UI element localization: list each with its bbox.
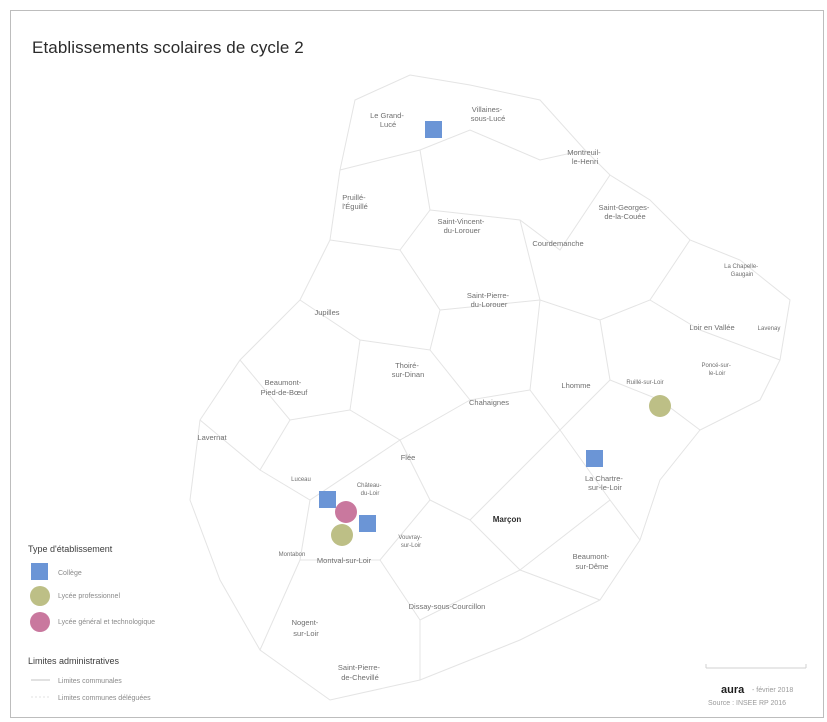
- commune-label-vouvray-sur-loir: Vouvray- sur-Loir: [398, 535, 423, 549]
- commune-label-flee: Flée: [401, 453, 416, 462]
- commune-labels: Le Grand- Lucé Villaines- sous-Lucé Mont…: [197, 105, 780, 682]
- commune-label-lavernat: Lavernat: [197, 433, 227, 442]
- legend-lycee-gt-label: Lycée général et technologique: [58, 619, 155, 626]
- commune-label-saint-pierre-de-cheville: Saint-Pierre- de-Chevillé: [338, 663, 382, 682]
- commune-label-le-grand-luce: Le Grand- Lucé: [370, 111, 406, 129]
- commune-label-courdemanche: Courdemanche: [532, 239, 583, 248]
- commune-label-ponce-sur-le-loir: Poncé-sur- le-Loir: [701, 363, 732, 377]
- commune-label-chateau-du-loir: Château- du-Loir: [357, 483, 383, 497]
- legend-communal-label: Limites communales: [58, 678, 122, 685]
- credit-date: - février 2018: [752, 687, 793, 694]
- commune-boundaries: [189, 74, 791, 701]
- map-title: Etablissements scolaires de cycle 2: [32, 38, 304, 57]
- commune-label-chahaignes: Chahaignes: [469, 398, 509, 407]
- commune-label-montreuil-le-henri: Montreuil- le-Henri: [567, 148, 602, 166]
- commune-label-jupilles: Jupilles: [314, 308, 339, 317]
- commune-label-montabon: Montabon: [279, 552, 306, 558]
- commune-label-villaines-sous-luce: Villaines- sous-Lucé: [471, 105, 506, 123]
- legend-college-swatch: [31, 563, 48, 580]
- commune-label-marcon: Marçon: [493, 515, 522, 524]
- commune-label-thoire-sur-dinan: Thoiré- sur-Dinan: [392, 361, 425, 379]
- commune-label-dissay-sous-courcillon: Dissay-sous-Courcillon: [409, 602, 486, 611]
- credit-source: Source : INSEE RP 2016: [708, 700, 786, 707]
- map-frame: [10, 10, 824, 718]
- commune-label-saint-vincent-du-lorouer: Saint-Vincent- du-Lorouer: [437, 217, 486, 235]
- commune-label-la-chartre-sur-le-loir: La Chartre- sur-le-Loir: [585, 474, 625, 492]
- legend-lycee-pro-label: Lycée professionnel: [58, 593, 120, 600]
- scale-bar-ticks: [705, 664, 807, 668]
- legend-lycee-gt-swatch: [30, 612, 50, 632]
- legend-limits-heading: Limites administratives: [28, 656, 120, 666]
- commune-label-lavenay: Lavenay: [758, 326, 781, 332]
- aura-logo: aura: [721, 684, 745, 696]
- college-marker-le-grand-luce[interactable]: [425, 121, 442, 138]
- commune-label-beaumont-pied-de-boeuf: Beaumont- Pied-de-Bœuf: [261, 378, 309, 397]
- lycee-pro-marker-montval-sur-loir[interactable]: [331, 524, 353, 546]
- lycee-gt-marker-chateau-du-loir[interactable]: [335, 501, 357, 523]
- commune-label-lhomme: Lhomme: [561, 381, 590, 390]
- legend: Type d'établissement Collège Lycée profe…: [28, 544, 155, 702]
- credits: aura - février 2018 Source : INSEE RP 20…: [705, 664, 807, 707]
- commune-label-loir-en-vallee: Loir en Vallée: [689, 323, 734, 332]
- commune-label-montval-sur-loir: Montval-sur-Loir: [317, 556, 372, 565]
- lycee-pro-marker-ruille-sur-loir[interactable]: [649, 395, 671, 417]
- legend-delegated-label: Limites communes déléguées: [58, 695, 151, 702]
- college-marker-luceau[interactable]: [319, 491, 336, 508]
- establishment-markers: [319, 121, 671, 546]
- commune-label-saint-pierre-du-lorouer: Saint-Pierre- du-Lorouer: [467, 291, 511, 309]
- college-marker-chateau-du-loir[interactable]: [359, 515, 376, 532]
- commune-label-ruille-sur-loir: Ruillé-sur-Loir: [626, 380, 663, 386]
- commune-label-pruille-l-eguille: Pruillé- l'Éguillé: [342, 193, 368, 211]
- legend-type-heading: Type d'établissement: [28, 544, 113, 554]
- commune-label-luceau: Luceau: [291, 477, 311, 483]
- commune-label-saint-georges-de-la-couee: Saint-Georges- de-la-Couée: [599, 203, 652, 221]
- commune-label-beaumont-sur-deme: Beaumont- sur-Dême: [573, 552, 612, 571]
- college-marker-la-chartre-sur-le-loir[interactable]: [586, 450, 603, 467]
- commune-label-la-chapelle-gaugain: La Chapelle- Gaugain: [724, 264, 760, 278]
- legend-lycee-pro-swatch: [30, 586, 50, 606]
- commune-label-nogent-sur-loir: Nogent- sur-Loir: [292, 618, 321, 638]
- legend-college-label: Collège: [58, 570, 82, 577]
